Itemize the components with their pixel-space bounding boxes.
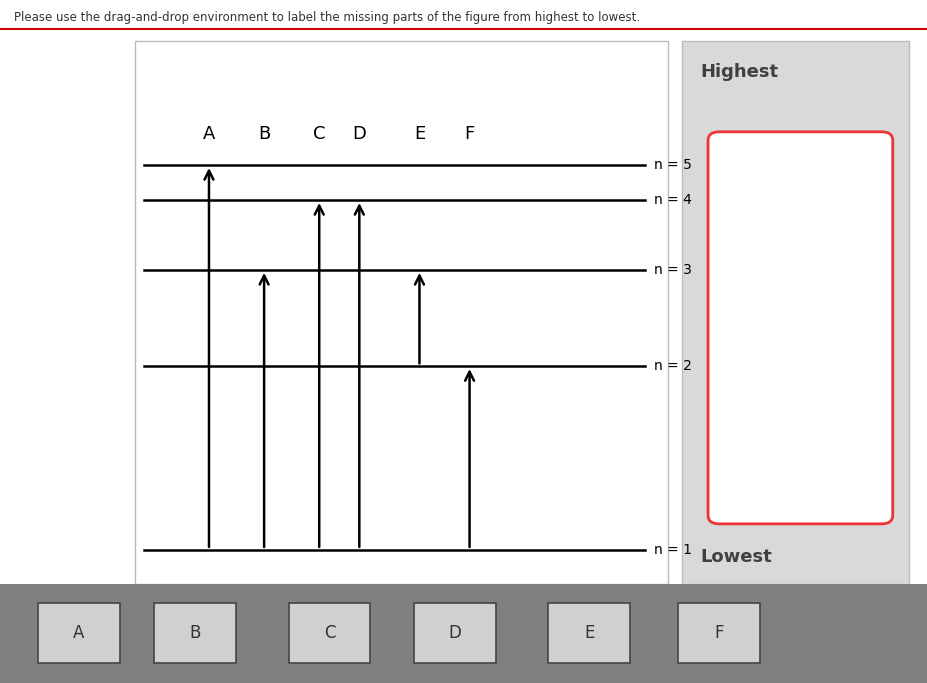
Text: A: A xyxy=(203,126,215,143)
FancyBboxPatch shape xyxy=(154,603,235,663)
Text: C: C xyxy=(324,624,335,642)
Text: n = 2: n = 2 xyxy=(654,359,692,373)
Bar xyxy=(681,41,908,584)
FancyBboxPatch shape xyxy=(288,603,370,663)
Text: A: A xyxy=(73,624,84,642)
Text: n = 1: n = 1 xyxy=(654,543,692,557)
FancyBboxPatch shape xyxy=(413,603,495,663)
FancyBboxPatch shape xyxy=(678,603,759,663)
Text: B: B xyxy=(189,624,200,642)
Text: F: F xyxy=(714,624,723,642)
Text: n = 3: n = 3 xyxy=(654,263,692,277)
Text: Lowest: Lowest xyxy=(700,548,771,566)
FancyBboxPatch shape xyxy=(548,603,629,663)
Text: Please use the drag-and-drop environment to label the missing parts of the figur: Please use the drag-and-drop environment… xyxy=(14,11,640,25)
Bar xyxy=(134,41,667,584)
Text: D: D xyxy=(352,126,366,143)
Text: n = 4: n = 4 xyxy=(654,193,692,207)
Text: B: B xyxy=(258,126,270,143)
FancyBboxPatch shape xyxy=(38,603,120,663)
Text: E: E xyxy=(583,624,594,642)
Text: E: E xyxy=(413,126,425,143)
Text: D: D xyxy=(448,624,461,642)
Text: C: C xyxy=(312,126,325,143)
FancyBboxPatch shape xyxy=(707,132,892,524)
Text: Highest: Highest xyxy=(700,63,778,81)
Text: F: F xyxy=(464,126,475,143)
Bar xyxy=(0,584,927,683)
Text: n = 5: n = 5 xyxy=(654,158,692,172)
